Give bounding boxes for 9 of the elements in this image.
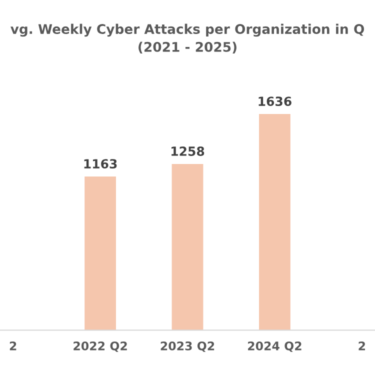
data-label: 1163 <box>84 159 117 169</box>
x-tick-label: 2024 Q2 <box>248 341 302 352</box>
x-tick-label: 2 <box>358 341 365 350</box>
chart-title: vg. Weekly Cyber Attacks per Organization in Q (2021 - 2025) <box>10 24 364 54</box>
data-label: 1258 <box>172 146 204 156</box>
x-tick-label: 2 <box>10 341 16 350</box>
x-tick-label: 2022 Q2 <box>74 341 127 352</box>
data-label: 1636 <box>258 96 292 106</box>
x-tick-label: 2023 Q2 <box>160 341 214 352</box>
